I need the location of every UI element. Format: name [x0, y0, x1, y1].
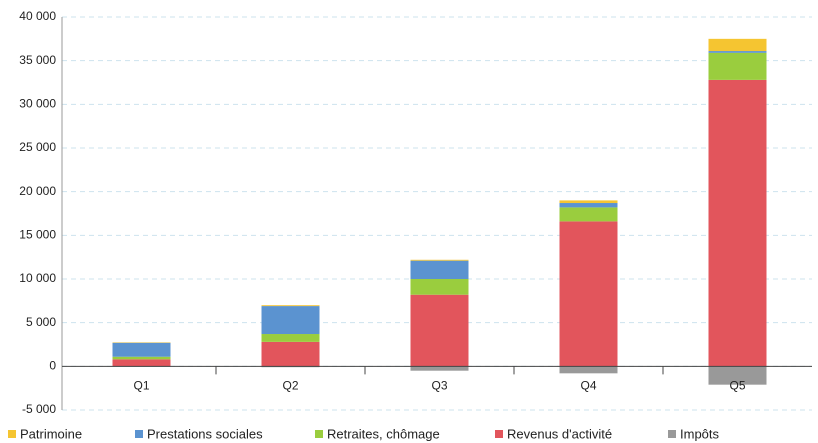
legend-swatch — [8, 430, 16, 438]
bar-segment — [708, 52, 767, 80]
x-tick-label: Q5 — [729, 379, 745, 393]
bar-segment — [261, 306, 320, 335]
legend-swatch — [668, 430, 676, 438]
y-tick-label: 0 — [49, 359, 56, 373]
y-tick-label: -5 000 — [22, 402, 56, 416]
bar-segment — [410, 260, 469, 279]
bar-segment — [708, 79, 767, 367]
bar-segment — [559, 207, 618, 222]
y-tick-label: 5 000 — [26, 315, 56, 329]
x-tick-label: Q2 — [282, 379, 298, 393]
bar-segment — [559, 221, 618, 367]
y-tick-label: 35 000 — [19, 53, 56, 67]
legend-label: Impôts — [680, 426, 720, 441]
bar-segment — [410, 259, 469, 261]
bar-segment — [708, 366, 767, 385]
bar-segment — [410, 366, 469, 371]
bar-segment — [261, 341, 320, 367]
y-tick-label: 15 000 — [19, 228, 56, 242]
legend-label: Patrimoine — [20, 426, 82, 441]
x-tick-label: Q3 — [431, 379, 447, 393]
legend-label: Revenus d'activité — [507, 426, 612, 441]
bar-segment — [112, 359, 171, 367]
bar-segment — [112, 356, 171, 360]
bar-segment — [410, 279, 469, 295]
y-tick-label: 20 000 — [19, 184, 56, 198]
bar-segment — [559, 203, 618, 208]
legend-swatch — [495, 430, 503, 438]
legend-swatch — [135, 430, 143, 438]
y-tick-label: 10 000 — [19, 271, 56, 285]
y-tick-label: 25 000 — [19, 140, 56, 154]
bar-segment — [708, 51, 767, 53]
bar-segment — [559, 366, 618, 374]
legend-swatch — [315, 430, 323, 438]
bar-segment — [410, 294, 469, 367]
x-tick-label: Q1 — [133, 379, 149, 393]
bar-segment — [559, 200, 618, 204]
bar-segment — [708, 38, 767, 52]
y-tick-label: 30 000 — [19, 97, 56, 111]
legend-label: Retraites, chômage — [327, 426, 440, 441]
legend-label: Prestations sociales — [147, 426, 263, 441]
bar-segment — [112, 342, 171, 357]
y-tick-label: 40 000 — [19, 9, 56, 23]
x-tick-label: Q4 — [580, 379, 596, 393]
bar-segment — [261, 305, 320, 307]
bar-segment — [261, 334, 320, 342]
